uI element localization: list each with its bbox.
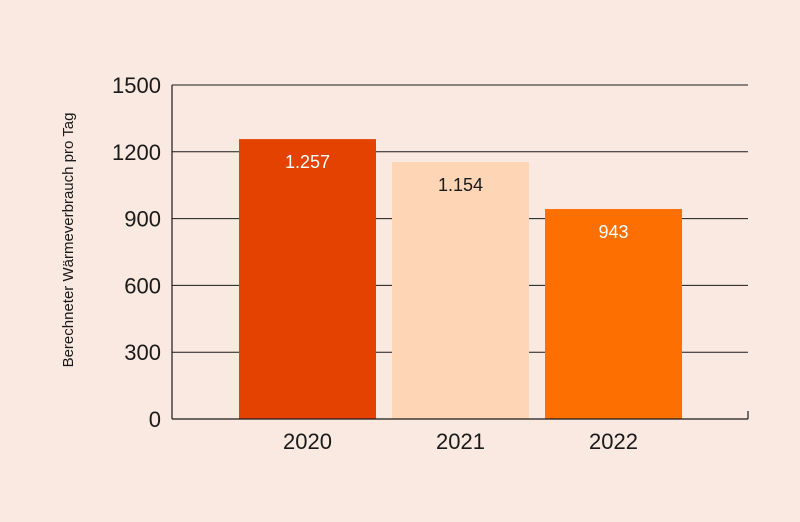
y-tick-label: 600	[124, 273, 161, 298]
x-tick-label: 2022	[589, 429, 638, 454]
y-tick-label: 0	[149, 407, 161, 432]
y-tick-label: 1500	[112, 73, 161, 98]
y-tick-label: 900	[124, 207, 161, 232]
data-label: 1.257	[285, 152, 330, 172]
bar-2022	[545, 209, 682, 419]
x-tick-label: 2021	[436, 429, 485, 454]
bars	[239, 139, 682, 419]
x-tick-label: 2020	[283, 429, 332, 454]
bar-2021	[392, 162, 529, 419]
axes	[171, 85, 749, 420]
data-label: 943	[598, 222, 628, 242]
data-label: 1.154	[438, 175, 483, 195]
bar-2020	[239, 139, 376, 419]
y-tick-label: 1200	[112, 140, 161, 165]
labels: 0 300 600 900 1200 1500 1.257 2020 1.154 2021 943 2…	[112, 73, 638, 454]
y-axis-title: Berechneter Wärmeverbrauch pro Tag	[60, 113, 77, 368]
y-tick-label: 300	[124, 340, 161, 365]
